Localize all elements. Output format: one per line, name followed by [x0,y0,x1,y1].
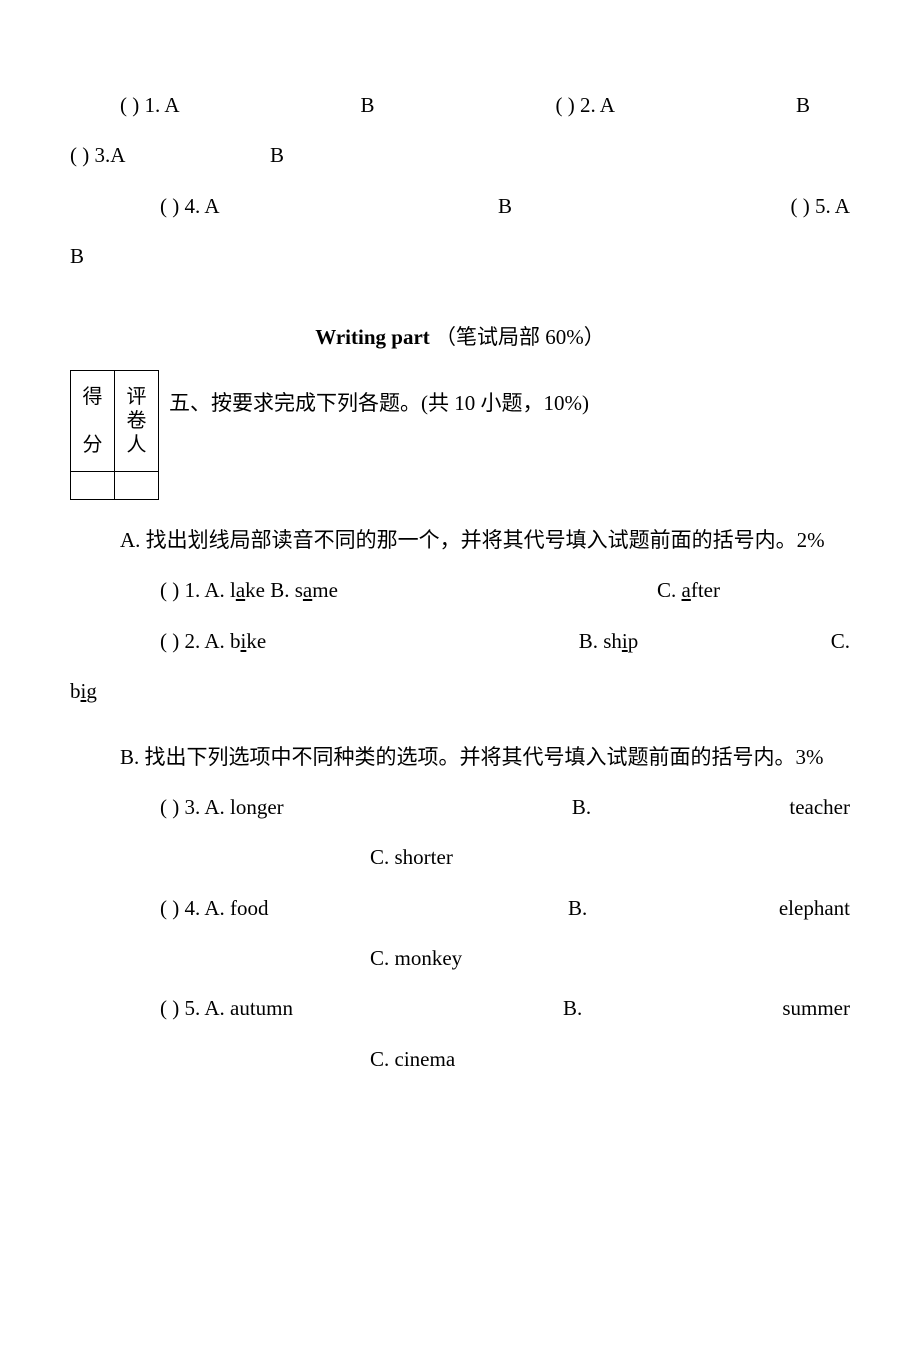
partB-q3-optB-text: teacher [789,782,850,832]
q2-a: ( ) 2. A [555,80,615,130]
reviewer-label: 评卷人 [115,370,159,471]
partB-q5-optC: C. cinema [70,1034,850,1084]
score-value-cell [71,471,115,499]
partA-q2-optC: C. [831,616,850,666]
reviewer-value-cell [115,471,159,499]
section5-title: 五、按要求完成下列各题。(共 10 小题，10%) [169,370,589,428]
q2-b: B [796,80,850,130]
score-table-header: 得分 评卷人 [71,370,159,471]
partB-q3-optA: ( ) 3. A. longer [160,782,284,832]
partB-q4-optC: C. monkey [70,933,850,983]
partB-q4: ( ) 4. A. food B. elephant [70,883,850,933]
partA-q2-optA: ( ) 2. A. bike [160,616,266,666]
q5-b: B [70,244,84,268]
partB-q5: ( ) 5. A. autumn B. summer [70,983,850,1033]
partB-q4-optB-text: elephant [779,883,850,933]
partA-q2-continue: big [70,666,850,716]
partA-q1: ( ) 1. A. lake B. same C. after [70,565,850,615]
score-table: 得分 评卷人 [70,370,159,500]
partB-q4-optA: ( ) 4. A. food [160,883,269,933]
listening-row-3: ( ) 4. A B ( ) 5. A [70,181,850,231]
writing-title-rest: （笔试局部 60%） [430,325,605,349]
writing-title-bold: Writing part [315,325,430,349]
q4-b: B [498,181,512,231]
listening-row-4: B [70,231,850,281]
partA-q1-optC: C. after [657,565,850,615]
q1-b: B [360,80,374,130]
partB-q3-optB-label: B. [482,782,591,832]
writing-section-title: Writing part （笔试局部 60%） [70,312,850,362]
partB-q5-optA: ( ) 5. A. autumn [160,983,293,1033]
partB-q5-optB-label: B. [493,983,582,1033]
q3-a: ( ) 3.A [70,130,270,180]
partA-instruction: A. 找出划线局部读音不同的那一个，并将其代号填入试题前面的括号内。2% [70,515,850,565]
partB-q5-optB-text: summer [782,983,850,1033]
score-table-values [71,471,159,499]
score-label: 得分 [71,370,115,471]
q5-a: ( ) 5. A [790,181,850,231]
listening-row-2: ( ) 3.A B [70,130,850,180]
partB-q4-optB-label: B. [460,883,587,933]
partA-q2: ( ) 2. A. bike B. ship C. [70,616,850,666]
partA-q2-optB: B. ship [459,616,639,666]
q3-b: B [270,130,284,180]
listening-row-1: ( ) 1. A B ( ) 2. A B [70,80,850,130]
q4-a: ( ) 4. A [160,181,220,231]
partB-q3: ( ) 3. A. longer B. teacher [70,782,850,832]
partB-q3-optC: C. shorter [70,832,850,882]
partA-q1-main: ( ) 1. A. lake B. same [160,565,338,615]
q1-a: ( ) 1. A [120,80,180,130]
score-section-row: 得分 评卷人 五、按要求完成下列各题。(共 10 小题，10%) [70,370,850,500]
partB-instruction: B. 找出下列选项中不同种类的选项。并将其代号填入试题前面的括号内。3% [70,732,850,782]
